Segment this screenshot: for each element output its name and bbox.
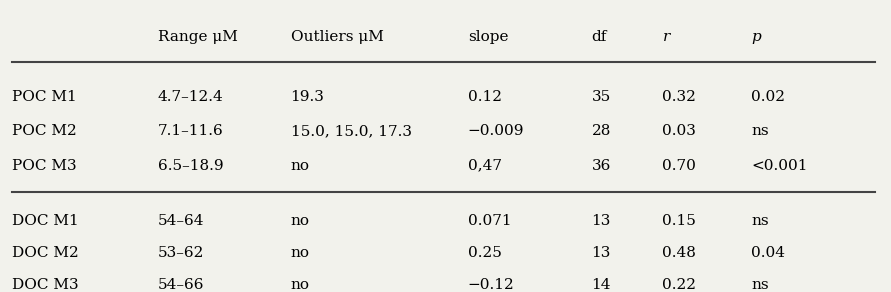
Text: 36: 36 xyxy=(592,159,611,173)
Text: −0.009: −0.009 xyxy=(468,124,524,138)
Text: POC M3: POC M3 xyxy=(12,159,77,173)
Text: DOC M2: DOC M2 xyxy=(12,246,78,260)
Text: <0.001: <0.001 xyxy=(751,159,807,173)
Text: 0.48: 0.48 xyxy=(662,246,696,260)
Text: 0.25: 0.25 xyxy=(468,246,502,260)
Text: 54–64: 54–64 xyxy=(158,214,204,228)
Text: no: no xyxy=(290,278,309,292)
Text: 0.70: 0.70 xyxy=(662,159,696,173)
Text: 0.32: 0.32 xyxy=(662,90,696,104)
Text: 0.02: 0.02 xyxy=(751,90,785,104)
Text: df: df xyxy=(592,30,607,44)
Text: 7.1–11.6: 7.1–11.6 xyxy=(158,124,224,138)
Text: ns: ns xyxy=(751,278,769,292)
Text: 14: 14 xyxy=(592,278,611,292)
Text: 53–62: 53–62 xyxy=(158,246,204,260)
Text: Range μM: Range μM xyxy=(158,30,238,44)
Text: 0.12: 0.12 xyxy=(468,90,502,104)
Text: 0.03: 0.03 xyxy=(662,124,696,138)
Text: 13: 13 xyxy=(592,214,611,228)
Text: p: p xyxy=(751,30,761,44)
Text: DOC M3: DOC M3 xyxy=(12,278,78,292)
Text: 4.7–12.4: 4.7–12.4 xyxy=(158,90,224,104)
Text: ns: ns xyxy=(751,124,769,138)
Text: 19.3: 19.3 xyxy=(290,90,324,104)
Text: 28: 28 xyxy=(592,124,611,138)
Text: 0.071: 0.071 xyxy=(468,214,511,228)
Text: r: r xyxy=(662,30,670,44)
Text: ns: ns xyxy=(751,214,769,228)
Text: Outliers μM: Outliers μM xyxy=(290,30,383,44)
Text: 13: 13 xyxy=(592,246,611,260)
Text: 0.04: 0.04 xyxy=(751,246,785,260)
Text: no: no xyxy=(290,214,309,228)
Text: 0,47: 0,47 xyxy=(468,159,502,173)
Text: −0.12: −0.12 xyxy=(468,278,514,292)
Text: slope: slope xyxy=(468,30,508,44)
Text: DOC M1: DOC M1 xyxy=(12,214,78,228)
Text: POC M1: POC M1 xyxy=(12,90,77,104)
Text: 6.5–18.9: 6.5–18.9 xyxy=(158,159,224,173)
Text: 0.15: 0.15 xyxy=(662,214,696,228)
Text: no: no xyxy=(290,246,309,260)
Text: 35: 35 xyxy=(592,90,611,104)
Text: 0.22: 0.22 xyxy=(662,278,697,292)
Text: POC M2: POC M2 xyxy=(12,124,77,138)
Text: no: no xyxy=(290,159,309,173)
Text: 15.0, 15.0, 17.3: 15.0, 15.0, 17.3 xyxy=(290,124,412,138)
Text: 54–66: 54–66 xyxy=(158,278,204,292)
